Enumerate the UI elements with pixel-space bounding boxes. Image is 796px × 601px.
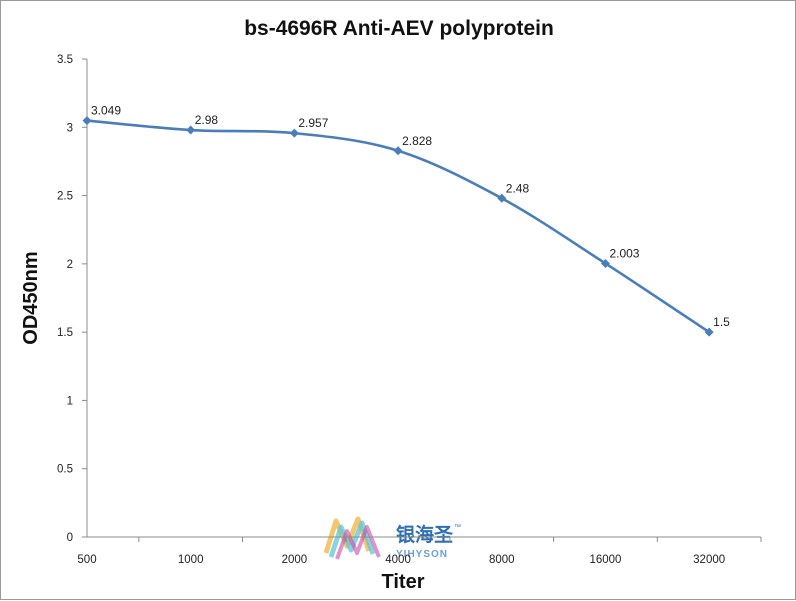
x-tick-label: 16000 [589, 554, 621, 566]
data-point-marker [497, 193, 507, 203]
x-axis-title: Titer [382, 571, 425, 593]
y-tick-label: 0.5 [57, 464, 73, 476]
y-tick-label: 1 [67, 395, 73, 407]
data-point-marker [186, 125, 196, 135]
y-tick-label: 2.5 [57, 191, 73, 203]
logo-trademark: ™ [454, 524, 461, 531]
x-tick-label: 2000 [282, 554, 308, 566]
data-point-marker [704, 327, 714, 337]
data-point-marker [82, 116, 92, 126]
data-label: 1.5 [713, 315, 730, 329]
y-tick-label: 0 [67, 532, 73, 544]
data-label: 2.48 [506, 181, 530, 195]
logo-brand-cn: 银海圣 [396, 523, 454, 546]
logo-brand-en: YIHYSON [396, 549, 448, 560]
x-tick-label: 32000 [693, 554, 725, 566]
y-tick-label: 1.5 [57, 327, 73, 339]
logo-mark [323, 516, 381, 560]
data-label: 2.003 [609, 246, 639, 260]
data-point-marker [289, 128, 299, 138]
data-point-marker [393, 146, 403, 156]
chart-title: bs-4696R Anti-AEV polyprotein [244, 17, 554, 40]
series-layer: 3.049 2.98 2.957 2.828 2.48 2.003 1.5 [82, 104, 730, 337]
x-tick-label: 8000 [489, 554, 515, 566]
x-tick-label: 1000 [178, 554, 204, 566]
x-axis-ticks: 500 1000 2000 4000 8000 16000 32000 [77, 537, 762, 566]
y-axis-ticks: 0 0.5 1 1.5 2 2.5 3 3.5 [57, 54, 87, 544]
x-tick-label: 4000 [385, 554, 411, 566]
y-axis-title: OD450nm [20, 251, 42, 344]
data-label: 3.049 [91, 104, 121, 118]
data-label: 2.98 [195, 113, 219, 127]
x-tick-label: 500 [77, 554, 96, 566]
data-point-marker [600, 258, 610, 268]
y-tick-label: 3.5 [57, 54, 73, 66]
data-label: 2.828 [402, 134, 432, 148]
data-label: 2.957 [298, 116, 328, 130]
y-tick-label: 2 [67, 259, 73, 271]
y-tick-label: 3 [67, 122, 73, 134]
